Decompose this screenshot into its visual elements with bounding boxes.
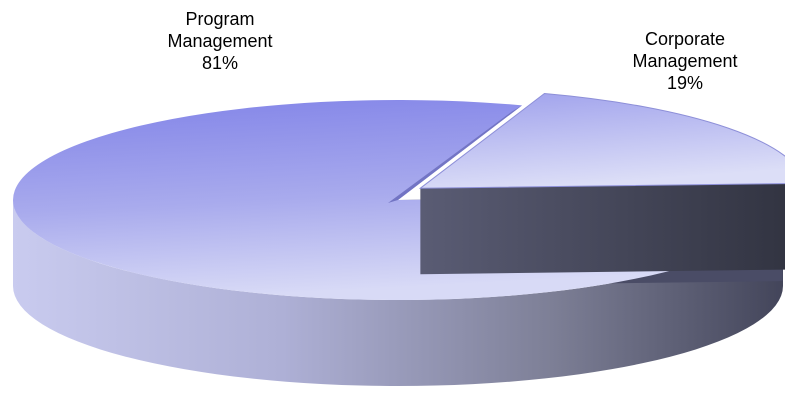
slice-label-line2: Management [632, 51, 738, 71]
slice-wall-corporate-management [420, 183, 785, 275]
slice-edge-program-management [388, 105, 523, 203]
slice-label-program-management: Program Management 81% [140, 8, 300, 74]
slice-label-corporate-management: Corporate Management 19% [590, 28, 780, 94]
slice-label-line1: Corporate [644, 29, 726, 49]
slices-layer [13, 93, 785, 386]
slice-label-line2: Management [167, 31, 273, 51]
slice-top-corporate-management [418, 93, 785, 189]
slice-percent-label: 19% [666, 73, 704, 93]
slice-percent-label: 81% [201, 53, 239, 73]
slice-side-program-management [13, 200, 783, 386]
slice-label-line1: Program [185, 9, 255, 29]
